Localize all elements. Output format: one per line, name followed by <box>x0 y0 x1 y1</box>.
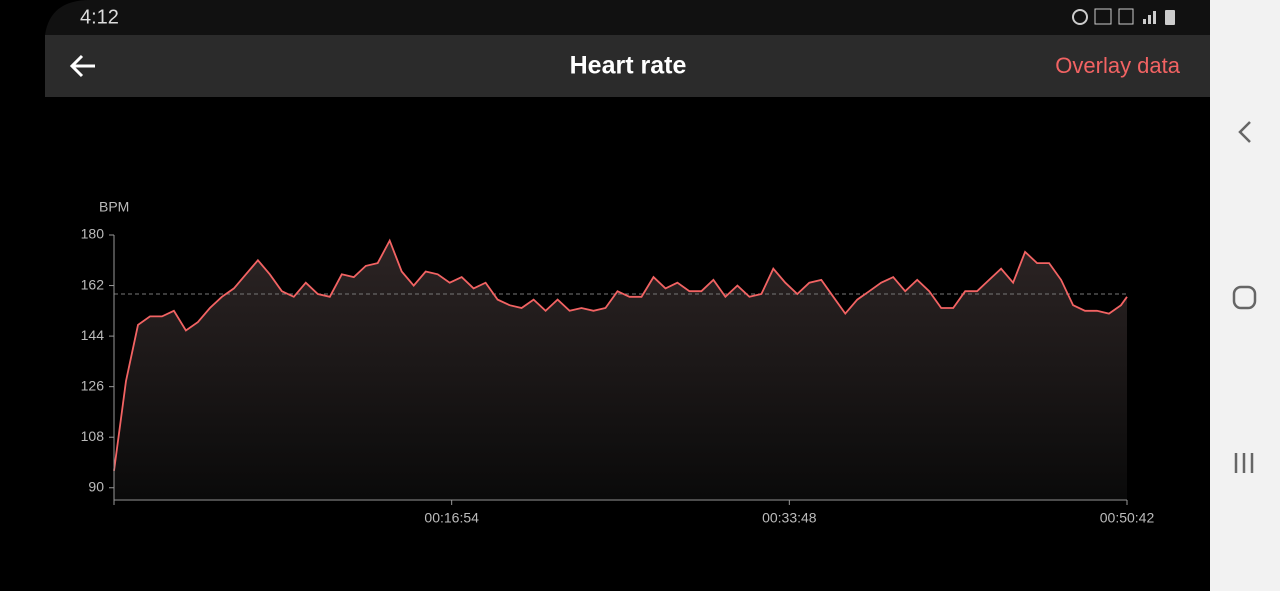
y-tick-label: 180 <box>81 226 105 242</box>
x-tick-label: 00:50:42 <box>1100 510 1155 526</box>
status-bar <box>45 0 1210 35</box>
header-title: Heart rate <box>570 52 687 80</box>
y-tick-label: 144 <box>81 327 105 343</box>
y-tick-label: 108 <box>81 428 105 444</box>
header-bar <box>45 35 1210 97</box>
nav-bar <box>1210 0 1280 591</box>
overlay-data-button[interactable]: Overlay data <box>1055 53 1180 78</box>
x-tick-label: 00:16:54 <box>424 510 479 526</box>
line <box>113 238 1128 472</box>
y-tick-label: 126 <box>81 377 105 393</box>
nav-home[interactable] <box>1232 285 1257 310</box>
status-time: 4:12 <box>80 6 119 28</box>
area <box>114 240 1127 499</box>
nav-recents[interactable] <box>1234 453 1254 473</box>
y-tick-label: 90 <box>88 478 104 494</box>
back-button[interactable] <box>69 54 95 78</box>
nav-back[interactable] <box>1238 121 1251 143</box>
status-icons <box>1072 8 1175 25</box>
y-axis-label: BPM <box>99 199 129 215</box>
plot: 90 108 126 144 162 180 00:16:54 00:33:48 00:50:4… <box>81 226 1155 526</box>
y-tick-label: 162 <box>81 276 105 292</box>
x-tick-label: 00:33:48 <box>762 510 817 526</box>
